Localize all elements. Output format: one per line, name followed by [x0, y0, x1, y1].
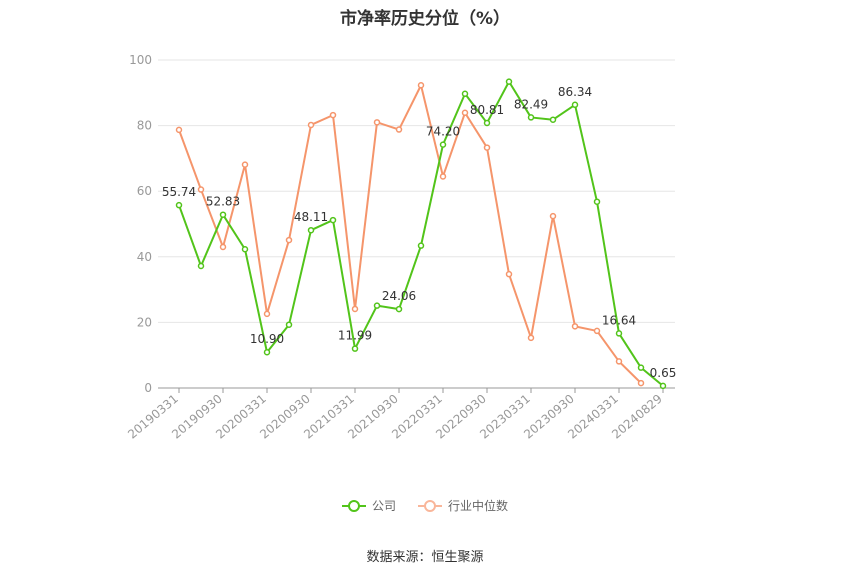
legend-item-company[interactable]: 公司: [341, 497, 396, 514]
y-tick-label-0: 0: [144, 381, 152, 395]
data-label-6: 48.11: [294, 210, 328, 224]
series-0-point-7: [329, 216, 337, 224]
data-label-10: 24.06: [382, 289, 416, 303]
data-label-18: 86.34: [558, 85, 592, 99]
series-1-point-9: [373, 119, 381, 126]
series-1-point-20: [615, 358, 623, 365]
series-0-point-12: [439, 141, 447, 148]
series-0-point-14: [483, 119, 491, 127]
y-tick-label-5: 100: [129, 53, 152, 67]
series-1-point-11: [417, 82, 425, 89]
y-axis-ticks: 0 20 40 60 80 100: [129, 53, 152, 395]
series-1-point-6: [307, 121, 315, 129]
series-0-point-11: [417, 242, 425, 249]
series-1-point-21: [637, 379, 645, 387]
y-tick-label-1: 20: [137, 315, 152, 329]
data-label-2: 52.83: [206, 195, 240, 209]
x-axis: 2019033120190930202003312020093020210331…: [125, 387, 675, 442]
data-label-20: 16.64: [602, 313, 636, 327]
data-label-14: 80.81: [470, 103, 504, 117]
series-1-point-1: [197, 186, 205, 193]
series-1-point-19: [593, 327, 601, 335]
y-tick-label-4: 80: [137, 119, 152, 133]
series-1-point-7: [329, 111, 337, 119]
series-1-point-3: [241, 161, 249, 168]
data-label-8: 11.99: [338, 329, 372, 343]
legend: 公司 行业中位数: [0, 497, 850, 514]
series-0-point-0: [175, 201, 183, 209]
series-1-point-14: [483, 144, 491, 151]
data-label-4: 10.90: [250, 332, 284, 346]
series-1-point-4: [263, 310, 271, 318]
series-0-point-5: [285, 321, 293, 328]
series-0-point-10: [395, 305, 403, 313]
data-label-0: 55.74: [162, 185, 196, 199]
series-1-point-13: [461, 109, 469, 117]
series-0-point-4: [263, 348, 271, 356]
series-1-point-15: [505, 270, 513, 278]
series-0-point-21: [637, 364, 645, 371]
series-0-point-19: [593, 198, 601, 205]
series-0-point-20: [615, 330, 623, 337]
series-0-point-3: [241, 246, 249, 253]
data-label-22: 0.65: [650, 366, 677, 380]
data-label-16: 82.49: [514, 97, 548, 111]
data-labels: 55.74 52.83 10.90 48.11 11.99 24.06 74.20 80.81…: [162, 85, 677, 380]
series-0-point-1: [197, 262, 205, 270]
series-0-point-15: [505, 78, 513, 85]
grid-lines: [158, 59, 675, 323]
series-0-point-6: [307, 226, 315, 234]
legend-label-company: 公司: [371, 499, 396, 513]
series-1-point-12: [439, 173, 447, 180]
data-source: 数据来源：恒生聚源: [366, 550, 484, 565]
series-0-point-18: [571, 101, 579, 109]
legend-item-industry-median[interactable]: 行业中位数: [418, 497, 508, 514]
legend-label-industry-median: 行业中位数: [448, 499, 509, 513]
series-line-1: [178, 84, 642, 384]
series-0-point-9: [373, 302, 381, 309]
series-1-point-16: [527, 334, 535, 342]
y-tick-label-2: 40: [137, 250, 152, 264]
series-1-point-18: [571, 323, 579, 330]
series-1-point-17: [549, 212, 557, 220]
series-0-point-2: [219, 211, 227, 218]
series-0-point-16: [527, 114, 535, 121]
series-1-point-2: [219, 243, 227, 251]
series-0-point-17: [549, 116, 557, 123]
legend-marker-industry-median: [418, 499, 442, 512]
series-1-point-8: [351, 305, 359, 313]
series-0-point-13: [461, 90, 469, 98]
series-1-point-10: [395, 126, 403, 133]
y-tick-label-3: 60: [137, 184, 152, 198]
data-label-12: 74.20: [426, 125, 460, 139]
series-1-point-0: [175, 126, 183, 134]
chart-title: 市净率历史分位（%）: [339, 9, 511, 29]
series-1-point-5: [285, 236, 293, 244]
series-0-point-8: [351, 345, 359, 352]
legend-marker-company: [341, 499, 366, 512]
series-0-point-22: [659, 382, 667, 390]
series-group: [175, 78, 667, 390]
